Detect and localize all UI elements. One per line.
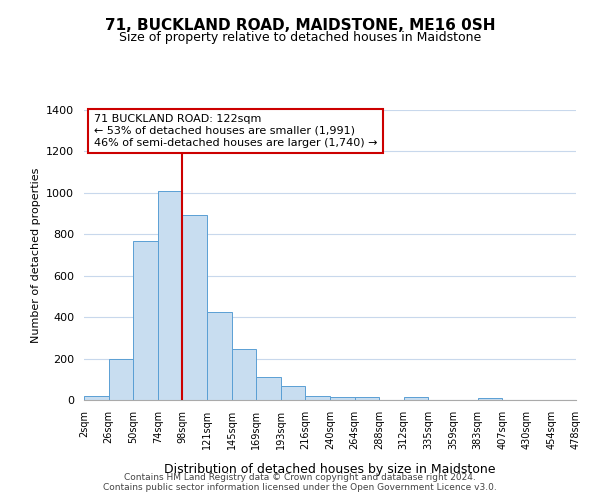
Bar xyxy=(478,398,502,400)
Bar xyxy=(158,191,182,400)
Bar xyxy=(305,396,330,400)
Bar xyxy=(207,312,232,400)
Bar xyxy=(281,386,305,400)
Text: 71 BUCKLAND ROAD: 122sqm
← 53% of detached houses are smaller (1,991)
46% of sem: 71 BUCKLAND ROAD: 122sqm ← 53% of detach… xyxy=(94,114,377,148)
Text: Contains HM Land Registry data © Crown copyright and database right 2024.
Contai: Contains HM Land Registry data © Crown c… xyxy=(103,473,497,492)
Bar xyxy=(133,240,158,400)
Text: Size of property relative to detached houses in Maidstone: Size of property relative to detached ho… xyxy=(119,31,481,44)
Bar xyxy=(182,214,207,400)
Bar xyxy=(330,397,355,400)
X-axis label: Distribution of detached houses by size in Maidstone: Distribution of detached houses by size … xyxy=(164,463,496,476)
Bar xyxy=(109,358,133,400)
Text: 71, BUCKLAND ROAD, MAIDSTONE, ME16 0SH: 71, BUCKLAND ROAD, MAIDSTONE, ME16 0SH xyxy=(105,18,495,32)
Bar xyxy=(232,349,256,400)
Y-axis label: Number of detached properties: Number of detached properties xyxy=(31,168,41,342)
Bar xyxy=(355,397,379,400)
Bar xyxy=(256,377,281,400)
Bar xyxy=(84,396,109,400)
Bar xyxy=(404,397,428,400)
